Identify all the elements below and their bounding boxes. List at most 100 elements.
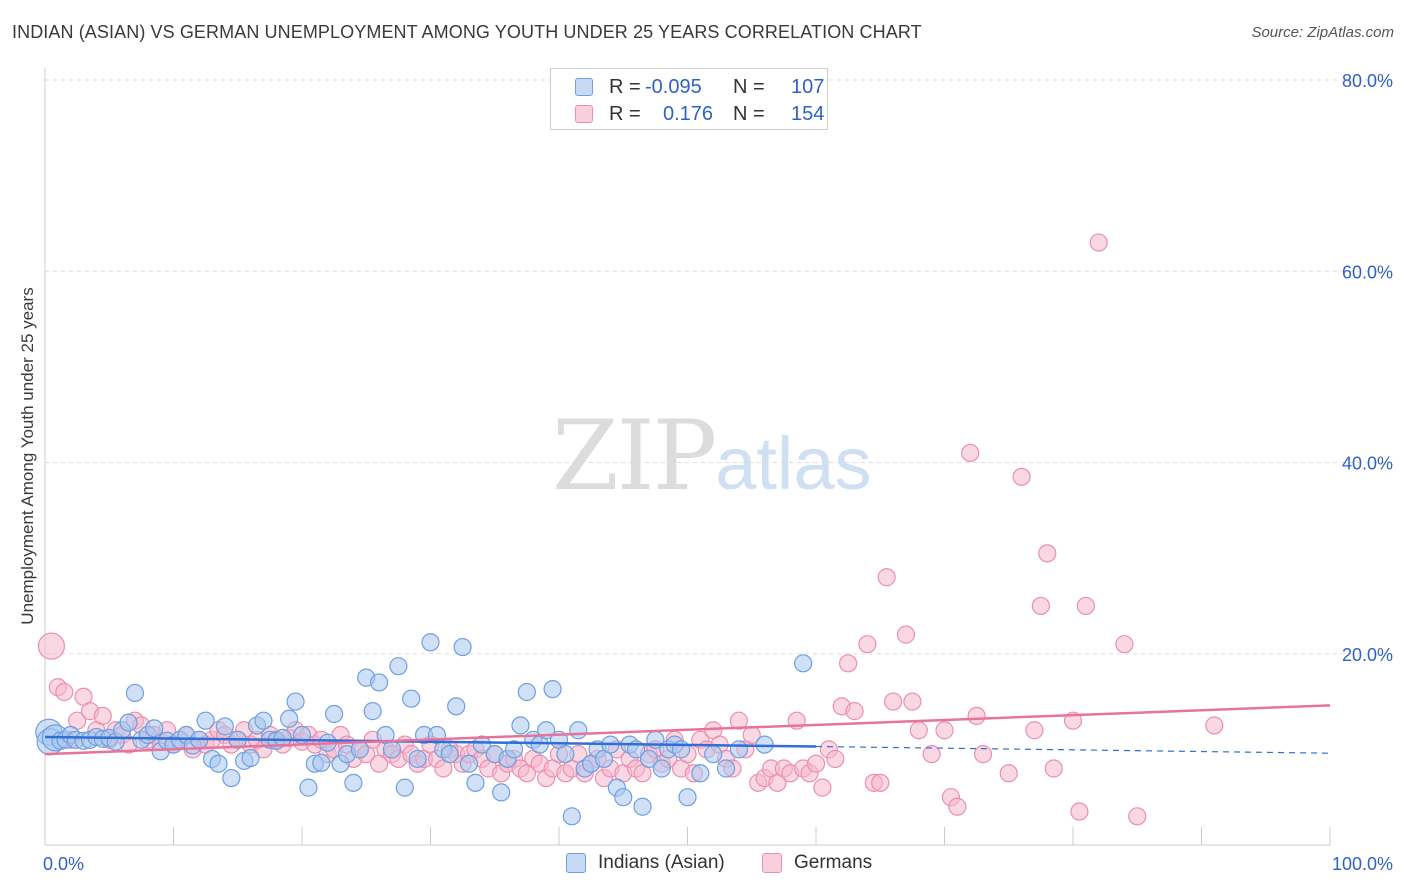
bottom-legend-label: Germans [794,852,873,873]
bottom-legend-label: Indians (Asian) [598,852,725,873]
point-germans [948,797,967,816]
legend-swatch-pink [575,105,593,123]
point-germans [729,711,749,730]
point-indians [459,754,479,773]
point-indians [440,745,459,764]
point-germans [1025,721,1044,740]
chart-title: INDIAN (ASIAN) VS GERMAN UNEMPLOYMENT AM… [12,22,922,42]
point-germans [922,745,941,764]
point-germans [1044,759,1063,778]
point-germans [961,443,980,463]
point-germans [1089,233,1108,252]
legend-n-value: 107 [791,76,825,98]
point-germans [1070,802,1089,821]
bottom-legend-swatch-blue [566,853,586,873]
point-germans [1031,596,1050,616]
point-germans [93,706,112,726]
point-germans [37,632,66,660]
point-indians [466,773,485,792]
point-indians [273,728,292,748]
point-indians [395,778,414,797]
point-indians [402,689,421,708]
point-indians [389,657,408,676]
point-germans [858,635,877,654]
y-tick-label: 20.0% [1342,645,1393,665]
point-germans [1012,467,1031,486]
point-germans [845,702,864,721]
point-germans [973,745,993,764]
watermark-zip: ZIP [552,400,717,512]
point-indians [280,709,299,728]
point-indians [639,749,659,769]
point-indians [691,764,710,783]
trendline-indians [44,735,817,748]
x-tick-label: 0.0% [43,854,84,874]
point-indians [652,759,671,778]
point-indians [633,797,652,816]
point-germans [826,749,845,769]
point-indians [678,788,697,807]
point-germans [909,721,928,740]
point-indians [556,745,575,764]
bottom-legend-swatch-pink [762,853,782,873]
point-germans [55,682,74,702]
point-germans [935,721,954,740]
trendline-germans [44,704,1331,756]
point-indians [511,716,530,735]
point-indians [312,753,331,772]
legend-r-label: R = [609,103,641,125]
legend-swatch-blue [575,78,593,96]
x-tick-label: 100.0% [1332,854,1393,874]
point-indians [325,704,344,724]
point-indians [569,721,588,740]
legend-n-value: 154 [791,103,825,125]
point-indians [794,654,813,673]
point-indians [453,637,472,657]
y-tick-label: 60.0% [1342,262,1393,282]
trendline-indians-extension [815,745,1331,754]
point-indians [254,711,273,730]
point-germans [896,625,916,644]
point-indians [196,711,215,730]
point-indians [209,754,228,773]
point-indians [222,768,241,788]
legend-r-value: -0.095 [645,76,702,98]
point-indians [145,719,164,738]
y-axis-title: Unemployment Among Youth under 25 years [18,287,37,625]
point-indians [125,683,145,703]
point-indians [543,680,562,699]
point-germans [839,654,858,673]
point-indians [704,745,723,764]
point-indians [299,778,318,797]
point-indians [729,740,749,759]
point-indians [370,673,389,692]
point-germans [871,773,890,792]
point-germans [883,692,903,711]
watermark: ZIPatlas [552,400,872,512]
watermark-atlas: atlas [715,422,872,505]
point-germans [813,778,832,797]
point-germans [1038,544,1057,563]
point-germans [903,692,922,711]
legend-r-label: R = [609,76,641,98]
point-germans [1128,807,1147,826]
point-indians [492,783,511,802]
point-indians [408,749,427,769]
legend-r-value: 0.176 [663,103,714,125]
point-indians [344,773,363,792]
point-indians [614,788,633,807]
point-germans [806,754,826,773]
legend-n-label: N = [733,76,765,98]
point-indians [241,748,260,768]
legend-n-label: N = [733,103,765,125]
point-indians [504,740,524,759]
point-indians [382,740,402,759]
point-indians [363,702,382,721]
y-tick-label: 40.0% [1342,454,1393,474]
point-germans [967,706,986,726]
point-indians [562,807,581,826]
point-indians [119,713,138,732]
point-indians [671,740,691,759]
point-germans [999,764,1018,783]
